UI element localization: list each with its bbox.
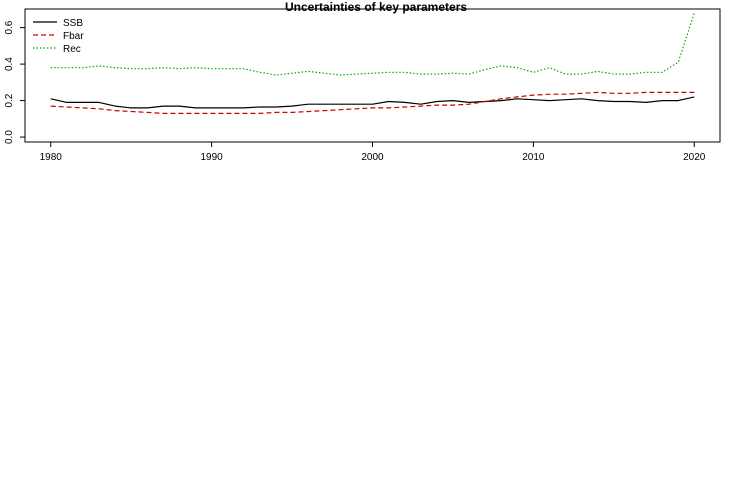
y-tick-label-1: 0.2 [4,93,15,107]
series-line-rec [50,12,695,76]
legend: SSB Fbar Rec [33,18,84,55]
axes: 1980 1990 2000 2010 2020 0.0 0.2 0.4 0.6 [4,8,721,163]
legend-label-rec: Rec [63,44,81,55]
series-lines [50,12,695,115]
series-line-fbar [50,91,695,115]
y-tick-label-3: 0.6 [4,20,15,34]
chart-title: Uncertainties of key parameters [285,0,467,14]
series-line-ssb [50,96,695,109]
x-tick-label-2010: 2010 [522,152,545,163]
y-tick-label-0: 0.0 [4,130,15,144]
x-tick-label-1980: 1980 [40,152,63,163]
x-tick-label-2020: 2020 [683,152,706,163]
legend-label-ssb: SSB [63,18,83,29]
x-tick-label-1990: 1990 [200,152,223,163]
x-tick-label-2000: 2000 [361,152,384,163]
y-tick-label-2: 0.4 [4,57,15,71]
legend-label-fbar: Fbar [63,31,84,42]
